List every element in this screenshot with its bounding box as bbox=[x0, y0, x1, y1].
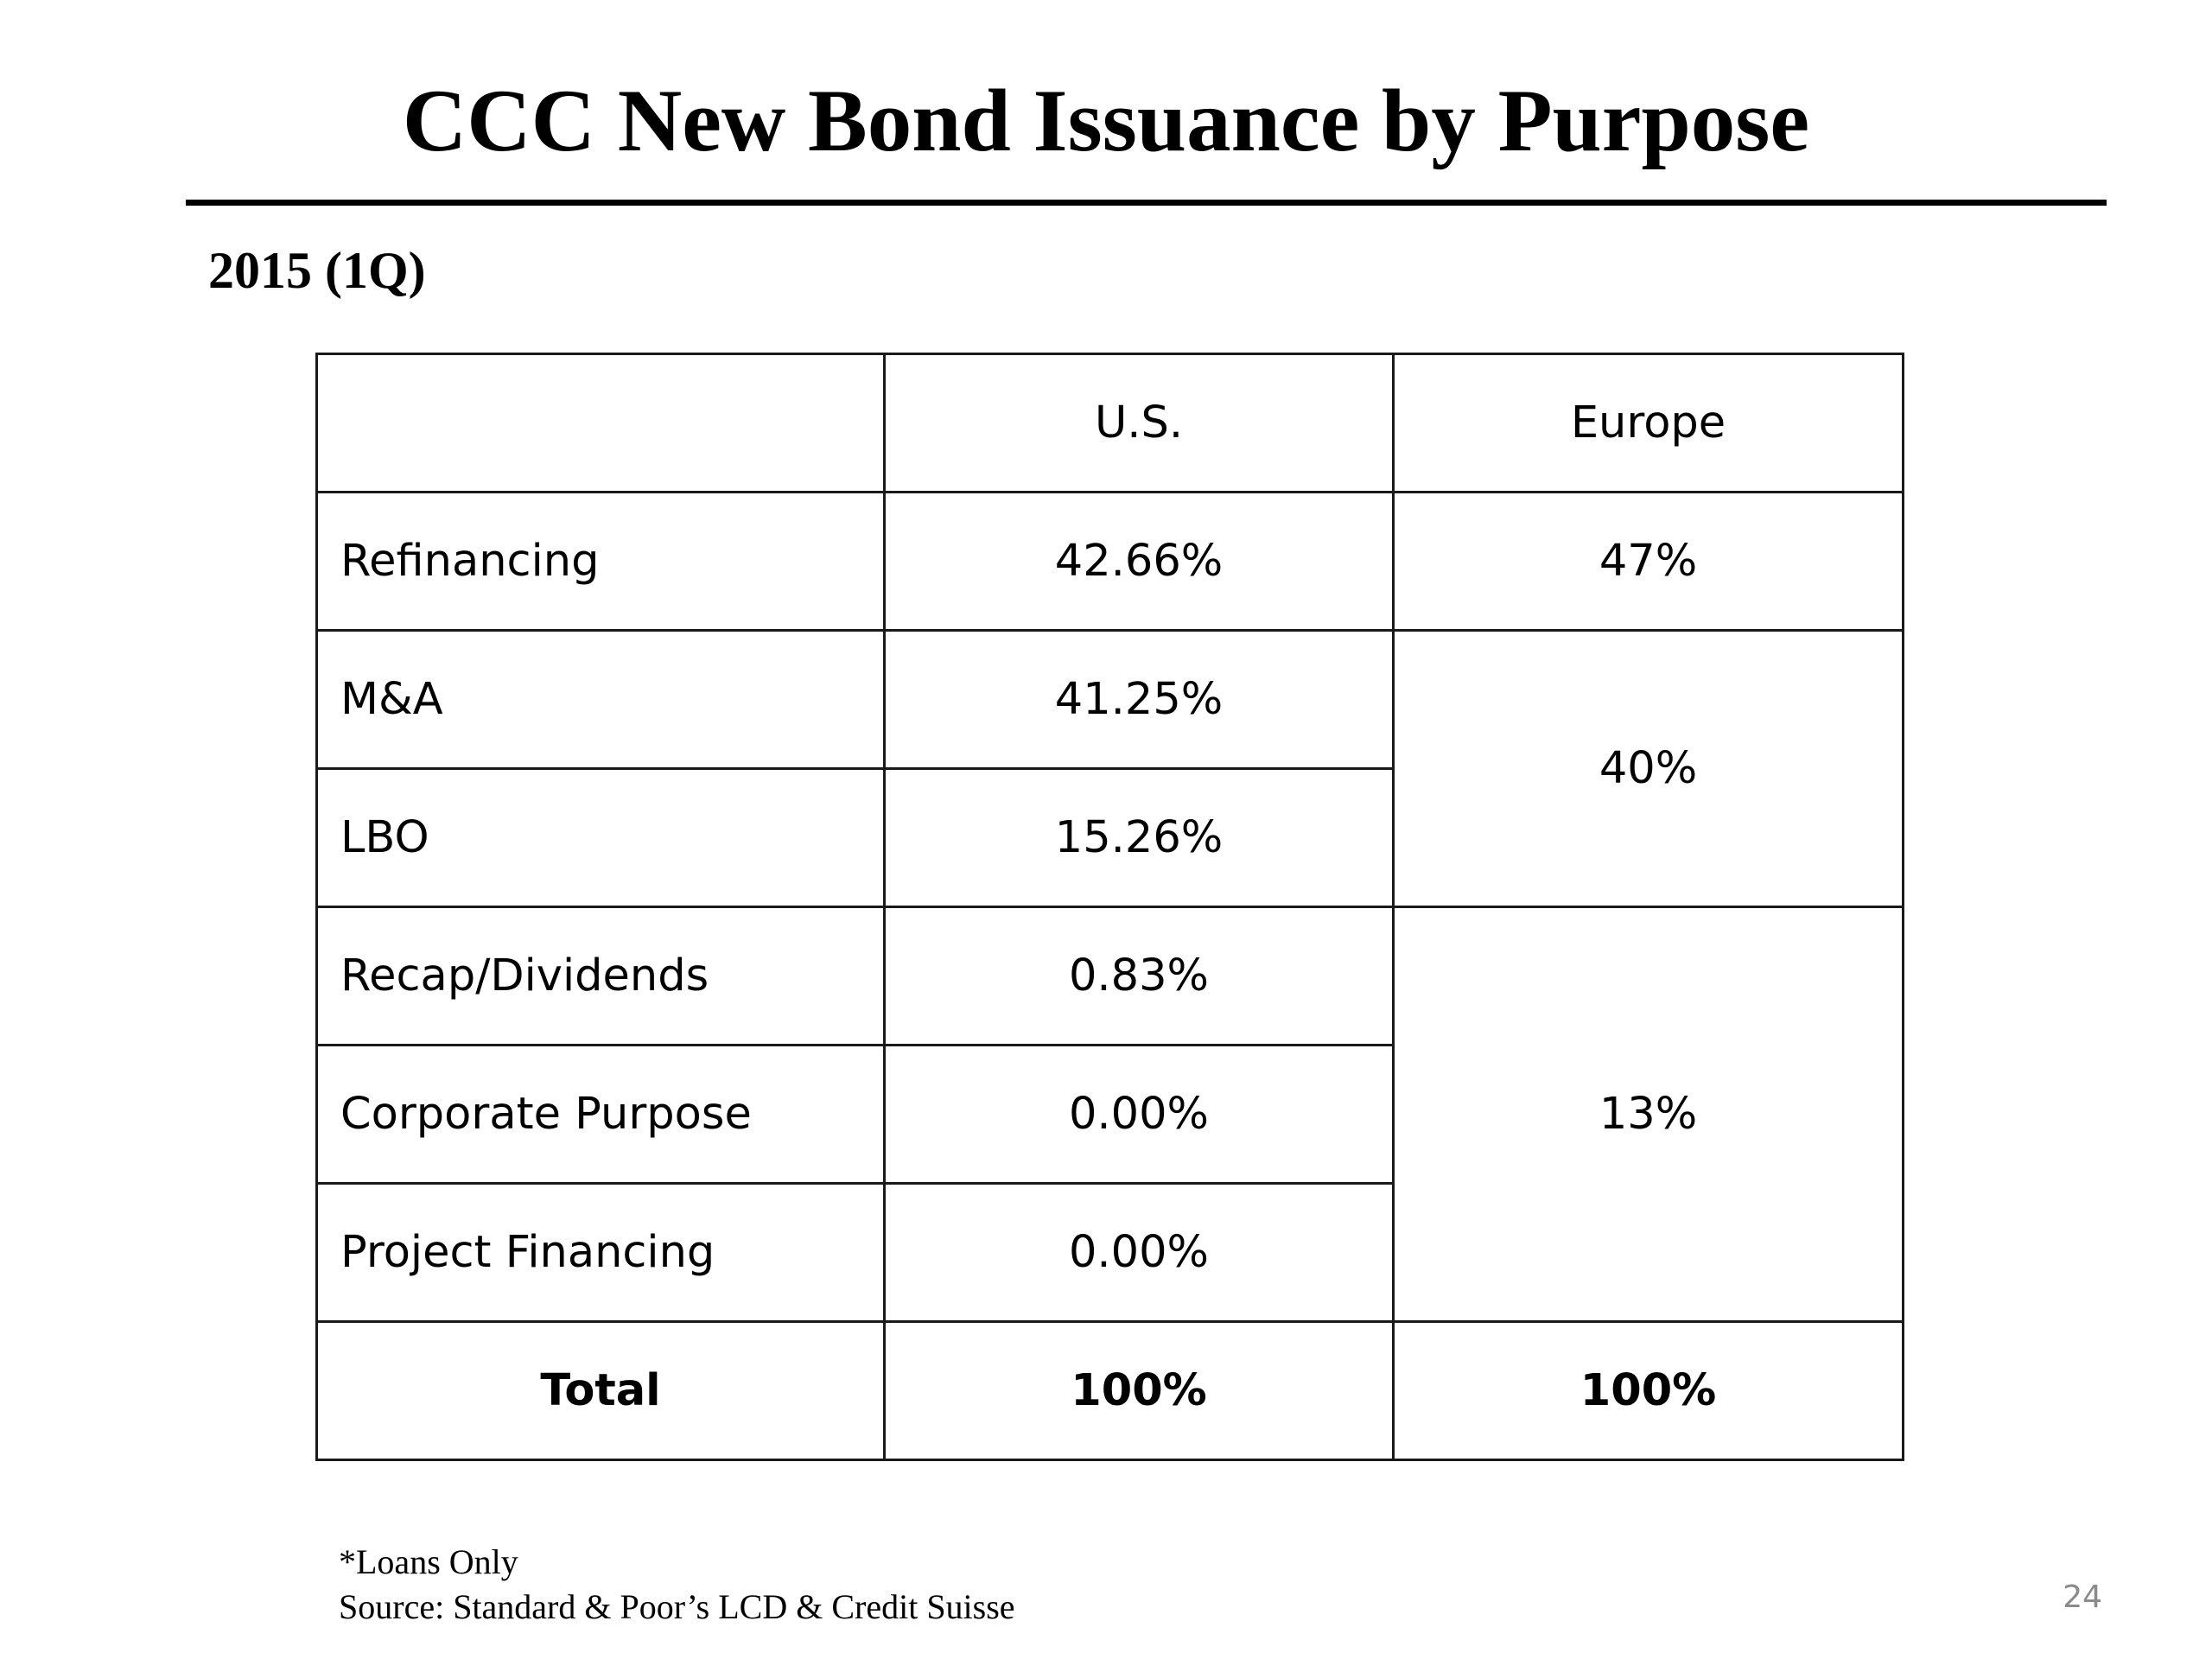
row-label-corporate-purpose: Corporate Purpose bbox=[315, 1044, 886, 1185]
table-total-row: Total 100% 100% bbox=[315, 1320, 1904, 1461]
row-label-project-financing: Project Financing bbox=[315, 1182, 886, 1323]
us-value-corporate-purpose: 0.00% bbox=[883, 1044, 1395, 1185]
source-footnote: Source: Standard & Poor’s LCD & Credit S… bbox=[339, 1587, 1015, 1626]
header-europe: Europe bbox=[1392, 353, 1904, 493]
us-value-lbo: 15.26% bbox=[883, 767, 1395, 908]
table-row: Corporate Purpose 0.00% bbox=[315, 1044, 1904, 1185]
page-number: 24 bbox=[2063, 1580, 2102, 1615]
total-us: 100% bbox=[883, 1320, 1395, 1461]
table-row: Refinancing 42.66% 47% bbox=[315, 491, 1904, 632]
us-value-ma: 41.25% bbox=[883, 629, 1395, 770]
period-subtitle: 2015 (1Q) bbox=[208, 242, 426, 299]
loans-only-footnote: *Loans Only bbox=[339, 1542, 518, 1581]
total-europe: 100% bbox=[1392, 1320, 1904, 1461]
row-label-ma: M&A bbox=[315, 629, 886, 770]
europe-value-other: 13% bbox=[1392, 906, 1904, 1323]
table-row: LBO 15.26% bbox=[315, 767, 1904, 908]
europe-value-refinancing: 47% bbox=[1392, 491, 1904, 632]
header-us: U.S. bbox=[883, 353, 1395, 493]
header-empty-cell bbox=[315, 353, 886, 493]
table-row: Project Financing 0.00% bbox=[315, 1182, 1904, 1323]
us-value-project-financing: 0.00% bbox=[883, 1182, 1395, 1323]
table-row: M&A 41.25% 40% bbox=[315, 629, 1904, 908]
table-header-row: U.S. Europe bbox=[315, 353, 1904, 493]
row-label-refinancing: Refinancing bbox=[315, 491, 886, 632]
us-value-recap-dividends: 0.83% bbox=[883, 906, 1395, 1046]
title-divider bbox=[186, 200, 2107, 206]
europe-value-ma-lbo: 40% bbox=[1392, 629, 1904, 908]
row-label-recap-dividends: Recap/Dividends bbox=[315, 906, 886, 1046]
table-row: Recap/Dividends 0.83% 13% bbox=[315, 906, 1904, 1323]
slide-title: CCC New Bond Issuance by Purpose bbox=[402, 72, 1810, 170]
us-value-refinancing: 42.66% bbox=[883, 491, 1395, 632]
total-label: Total bbox=[315, 1320, 886, 1461]
issuance-table: U.S. Europe Refinancing 42.66% 47% M&A 4… bbox=[315, 353, 1904, 1461]
row-label-lbo: LBO bbox=[315, 767, 886, 908]
